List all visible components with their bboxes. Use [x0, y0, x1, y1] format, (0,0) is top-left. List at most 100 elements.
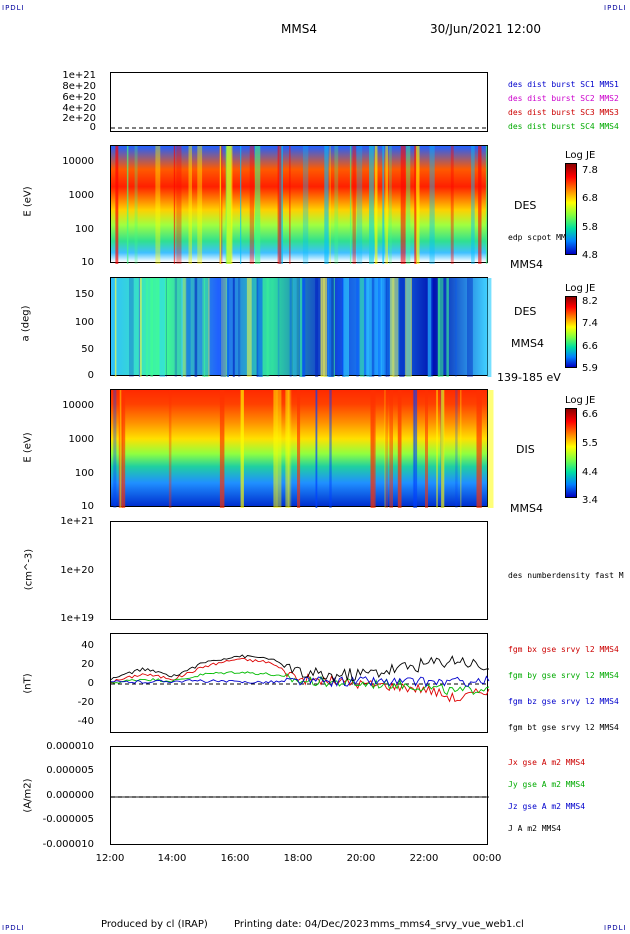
spectrogram-stripe: [150, 278, 154, 377]
spectrogram-stripe: [363, 278, 366, 377]
p2-cbar-tick: 6.8: [582, 193, 598, 204]
spectrogram-stripe: [429, 146, 435, 264]
spectrogram-stripe: [159, 278, 166, 377]
spectrogram-stripe: [287, 390, 292, 508]
spectrogram-stripe: [240, 146, 242, 264]
p5-tick: 1e+20: [60, 565, 94, 576]
spectrogram-stripe: [262, 278, 268, 377]
spectrogram-stripe: [356, 146, 363, 264]
spectrogram-stripe: [174, 278, 178, 377]
p1-tick: 0: [89, 122, 96, 133]
p3-tick: 150: [74, 289, 94, 300]
spectrogram-stripe: [208, 278, 210, 377]
spectrogram-stripe: [384, 390, 386, 508]
spectrogram-stripe: [455, 390, 458, 508]
p2-sc-label: MMS4: [510, 258, 543, 271]
p6-plot: [110, 654, 490, 703]
panel-magnetic-field: [110, 633, 490, 733]
p3-stripes: [114, 278, 492, 377]
spectrogram-stripe: [302, 146, 309, 264]
spectrogram-stripe: [114, 278, 117, 377]
p2-instrument: DES: [514, 199, 537, 212]
p1-series-label: des dist burst SC4 MMS4: [508, 122, 619, 131]
p7-tick: -0.000010: [42, 839, 94, 850]
p3-tick: 50: [81, 344, 94, 355]
spectrogram-stripe: [297, 390, 301, 508]
footer-printing-date: Printing date: 04/Dec/2023: [234, 919, 370, 930]
p6-series-label: fgm bt gse srvy l2 MMS4: [508, 723, 619, 732]
panel-current-density: [110, 746, 489, 845]
p4-instrument: DIS: [516, 443, 535, 456]
spectrogram-stripe: [240, 390, 244, 508]
spectrogram-stripe: [414, 146, 417, 264]
p2-cbar-title: Log JE: [565, 150, 596, 161]
p1-series-label: des dist burst SC3 MMS3: [508, 108, 619, 117]
spectrogram-stripe: [181, 278, 187, 377]
spectrogram-stripe: [413, 390, 418, 508]
spectrogram-stripe: [385, 390, 388, 508]
p1-tick: 1e+21: [62, 70, 96, 81]
p2-tick: 1000: [68, 190, 94, 201]
p2-tick: 10: [81, 257, 94, 268]
panel1-plot: [111, 127, 489, 129]
p6-series-label: fgm bx gse srvy l2 MMS4: [508, 645, 619, 654]
spectrogram-stripe: [436, 390, 438, 508]
p6-tick: 0: [87, 678, 94, 689]
p4-tick: 10000: [62, 400, 94, 411]
spectrogram-stripe: [441, 390, 445, 508]
spectrogram-stripe: [393, 278, 398, 377]
spectrogram-stripe: [392, 278, 399, 377]
spectrogram-stripe: [285, 390, 290, 508]
spectrogram-stripe: [138, 278, 141, 377]
spectrogram-stripe: [119, 390, 122, 508]
p1-tick: 6e+20: [62, 92, 96, 103]
p2-sub-label: edp scpot MMS4: [508, 233, 576, 242]
p5-series-label: des numberdensity fast M: [508, 571, 624, 580]
x-tick: 00:00: [472, 853, 502, 864]
spectrogram-stripe: [257, 278, 263, 377]
p3-cbar-tick: 6.6: [582, 341, 598, 352]
p3-instrument: DES: [514, 305, 537, 318]
p1-tick: 8e+20: [62, 81, 96, 92]
p4-sc-label: MMS4: [510, 502, 543, 515]
p4-stripes: [113, 390, 494, 508]
spacecraft-title: MMS4: [281, 22, 317, 36]
p3-ylabel: a (deg): [20, 305, 32, 342]
spectrogram-stripe: [397, 390, 402, 508]
spectrogram-stripe: [324, 146, 329, 264]
spectrogram-stripe: [450, 146, 454, 264]
spectrogram-stripe: [329, 146, 331, 264]
p7-tick: 0.000010: [46, 741, 94, 752]
spectrogram-stripe: [194, 278, 198, 377]
spectrogram-stripe: [446, 278, 449, 377]
spectrogram-stripe: [415, 146, 420, 264]
p3-colorbar: [565, 296, 577, 368]
p6-tick: 40: [81, 640, 94, 651]
p7-tick: -0.000005: [42, 814, 94, 825]
spectrogram-stripe: [385, 146, 388, 264]
spectrogram-stripe: [370, 390, 376, 508]
p7-tick: 0.000005: [46, 765, 94, 776]
spectrogram-stripe: [455, 278, 457, 377]
spectrogram-stripe: [221, 278, 227, 377]
spectrogram-stripe: [467, 278, 473, 377]
spectrogram-stripe: [405, 278, 411, 377]
spectrogram-stripe: [406, 278, 411, 377]
spectrogram-stripe: [399, 278, 405, 377]
p1-tick: 4e+20: [62, 103, 96, 114]
spectrogram-stripe: [379, 278, 382, 377]
spectrogram-stripe: [256, 278, 258, 377]
spectrogram-stripe: [487, 390, 494, 508]
p4-tick: 10: [81, 501, 94, 512]
spectrogram-stripe: [320, 278, 323, 377]
corner-logo-bottom-right: IPDLI: [604, 924, 627, 932]
p6-ylabel: (nT): [22, 673, 34, 694]
spectrogram-stripe: [315, 278, 319, 377]
spectrogram-stripe: [322, 278, 328, 377]
p4-cbar-title: Log JE: [565, 395, 596, 406]
p7-series-label: J A m2 MMS4: [508, 824, 561, 833]
p7-series-label: Jz gse A m2 MMS4: [508, 802, 586, 811]
p4-tick: 1000: [68, 434, 94, 445]
spectrogram-stripe: [155, 146, 161, 264]
spectrogram-stripe: [276, 390, 282, 508]
